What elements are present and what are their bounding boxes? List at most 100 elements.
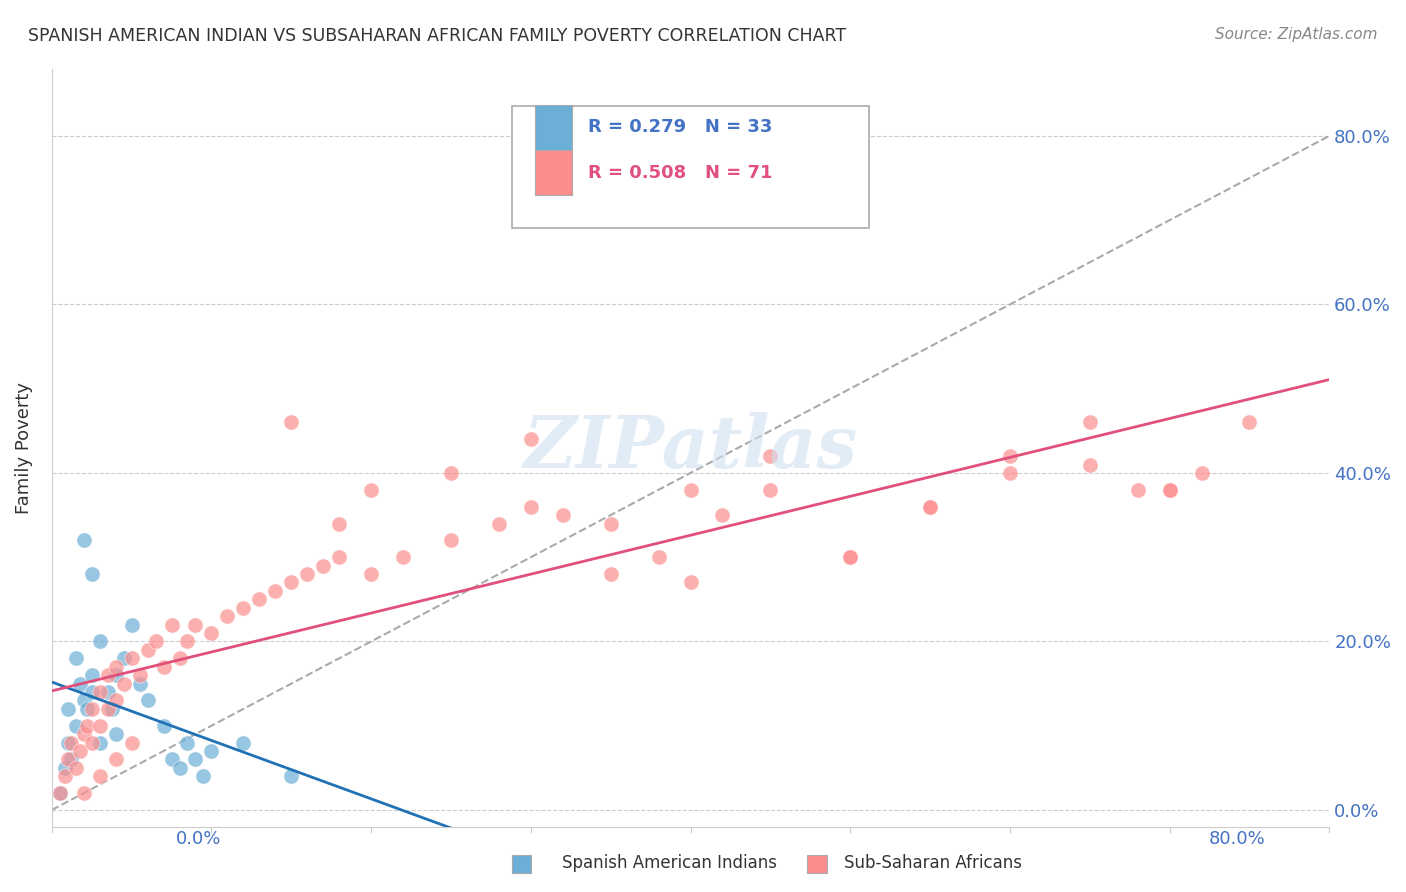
- Point: [918, 500, 941, 514]
- Point: [280, 769, 302, 783]
- Text: Sub-Saharan Africans: Sub-Saharan Africans: [844, 855, 1022, 872]
- Point: [53, 769, 76, 783]
- Point: [839, 550, 862, 565]
- Point: [73, 786, 96, 800]
- Point: [65, 651, 87, 665]
- Point: [121, 735, 143, 749]
- Point: [104, 668, 127, 682]
- Point: [297, 567, 319, 582]
- Point: [759, 449, 782, 463]
- Point: [759, 483, 782, 497]
- Point: [104, 659, 127, 673]
- Point: [89, 719, 111, 733]
- FancyBboxPatch shape: [512, 106, 869, 227]
- Point: [328, 550, 350, 565]
- Point: [89, 769, 111, 783]
- Point: [80, 567, 103, 582]
- Point: [121, 651, 143, 665]
- Point: [264, 583, 287, 598]
- FancyBboxPatch shape: [534, 151, 572, 195]
- Point: [679, 483, 702, 497]
- Point: [839, 550, 862, 565]
- Point: [193, 769, 215, 783]
- Point: [360, 567, 382, 582]
- Point: [56, 735, 79, 749]
- Point: [73, 693, 96, 707]
- Point: [112, 651, 135, 665]
- Point: [152, 659, 174, 673]
- Point: [200, 744, 222, 758]
- Point: [104, 727, 127, 741]
- Point: [232, 600, 254, 615]
- Point: [599, 516, 621, 531]
- Point: [76, 702, 98, 716]
- Point: [48, 786, 70, 800]
- Point: [59, 752, 82, 766]
- Point: [1159, 483, 1181, 497]
- Point: [53, 761, 76, 775]
- Point: [176, 735, 198, 749]
- Point: [89, 685, 111, 699]
- Text: SPANISH AMERICAN INDIAN VS SUBSAHARAN AFRICAN FAMILY POVERTY CORRELATION CHART: SPANISH AMERICAN INDIAN VS SUBSAHARAN AF…: [28, 27, 846, 45]
- Text: 80.0%: 80.0%: [1209, 830, 1265, 847]
- Point: [65, 719, 87, 733]
- Point: [76, 719, 98, 733]
- Point: [1078, 458, 1101, 472]
- Text: Source: ZipAtlas.com: Source: ZipAtlas.com: [1215, 27, 1378, 42]
- Text: Spanish American Indians: Spanish American Indians: [562, 855, 778, 872]
- Text: R = 0.279   N = 33: R = 0.279 N = 33: [588, 119, 773, 136]
- Point: [711, 508, 734, 522]
- Point: [217, 609, 239, 624]
- Point: [160, 752, 183, 766]
- Point: [169, 761, 191, 775]
- Point: [59, 735, 82, 749]
- Point: [280, 575, 302, 590]
- Point: [312, 558, 335, 573]
- Point: [145, 634, 167, 648]
- Point: [112, 676, 135, 690]
- Point: [97, 702, 120, 716]
- Point: [73, 533, 96, 548]
- Point: [128, 676, 150, 690]
- Point: [97, 685, 120, 699]
- Point: [1159, 483, 1181, 497]
- Point: [152, 719, 174, 733]
- Point: [80, 685, 103, 699]
- Point: [551, 508, 574, 522]
- Point: [232, 735, 254, 749]
- Point: [488, 516, 510, 531]
- Point: [104, 752, 127, 766]
- Point: [80, 735, 103, 749]
- Point: [69, 676, 91, 690]
- Point: [56, 752, 79, 766]
- Point: [440, 466, 463, 480]
- Point: [169, 651, 191, 665]
- Point: [1239, 416, 1261, 430]
- Text: 0.0%: 0.0%: [176, 830, 221, 847]
- Point: [998, 466, 1021, 480]
- Point: [89, 634, 111, 648]
- Point: [80, 702, 103, 716]
- Point: [56, 702, 79, 716]
- Point: [89, 735, 111, 749]
- Point: [1191, 466, 1213, 480]
- Point: [69, 744, 91, 758]
- Point: [184, 617, 207, 632]
- Point: [200, 626, 222, 640]
- Point: [128, 668, 150, 682]
- Y-axis label: Family Poverty: Family Poverty: [15, 382, 32, 514]
- Point: [48, 786, 70, 800]
- Text: R = 0.508   N = 71: R = 0.508 N = 71: [588, 164, 773, 182]
- Point: [599, 567, 621, 582]
- Point: [121, 617, 143, 632]
- Point: [65, 761, 87, 775]
- Point: [647, 550, 669, 565]
- Point: [1126, 483, 1149, 497]
- Point: [101, 702, 124, 716]
- Point: [160, 617, 183, 632]
- Point: [440, 533, 463, 548]
- Point: [136, 693, 159, 707]
- Point: [998, 449, 1021, 463]
- Point: [80, 668, 103, 682]
- Point: [1078, 416, 1101, 430]
